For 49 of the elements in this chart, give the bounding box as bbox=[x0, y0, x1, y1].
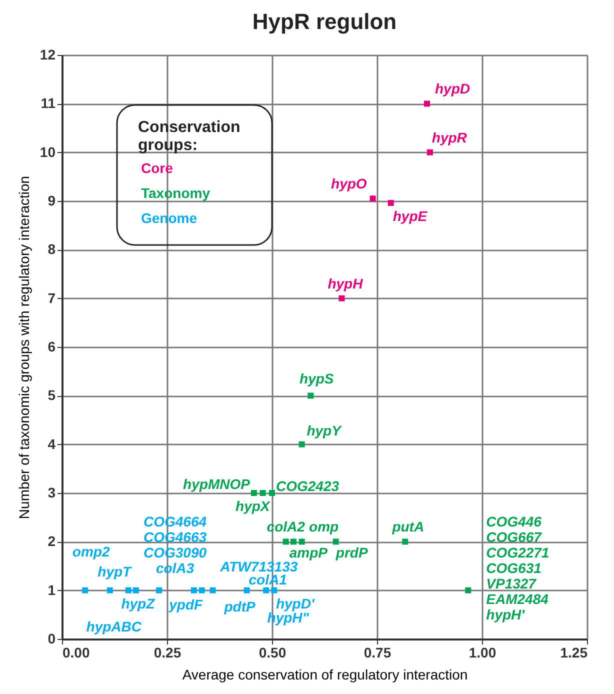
y-axis-title: Number of taxonomic groups with regulatory interaction bbox=[16, 176, 32, 520]
data-label: hypX bbox=[236, 498, 272, 514]
data-label: hypD' bbox=[276, 595, 315, 612]
y-tick-label: 9 bbox=[48, 192, 56, 208]
data-label: COG446 COG667 COG2271 COG631 VP1327 EAM2484 hypH' bbox=[486, 513, 550, 622]
data-label: hypT bbox=[98, 563, 133, 580]
y-tick-label: 11 bbox=[40, 95, 56, 112]
data-label: ypdF bbox=[168, 596, 204, 612]
y-tick-label: 5 bbox=[48, 387, 56, 404]
data-label: hypS bbox=[300, 370, 334, 387]
data-label: hypZ bbox=[121, 595, 156, 612]
data-label: hypO bbox=[331, 176, 367, 192]
data-label: hypMNOP bbox=[183, 476, 251, 492]
data-label: COG2423 bbox=[276, 478, 340, 494]
data-label: hypH bbox=[328, 275, 364, 292]
y-tick-label: 6 bbox=[48, 338, 56, 354]
x-tick-label: 0.50 bbox=[258, 644, 286, 660]
y-tick-label: 1 bbox=[48, 582, 56, 598]
data-label: ampP bbox=[289, 544, 328, 561]
data-label: omp bbox=[309, 518, 340, 535]
text: Core bbox=[141, 160, 174, 176]
data-label: hypR bbox=[432, 129, 468, 146]
data-label: COG4664 COG4663 COG3090 colA3 bbox=[143, 513, 207, 576]
data-label: hypABC bbox=[86, 618, 142, 634]
data-label: omp2 bbox=[72, 543, 110, 560]
x-axis-title: Average conservation of regulatory interaction bbox=[182, 666, 468, 682]
y-tick-label: 12 bbox=[40, 46, 56, 62]
y-tick-label: 8 bbox=[48, 241, 56, 258]
data-label: pdtP bbox=[223, 598, 256, 614]
data-label: hypE bbox=[392, 208, 428, 224]
y-tick-label: 3 bbox=[48, 484, 56, 500]
x-tick-label: 1.00 bbox=[468, 644, 496, 660]
y-tick-label: 4 bbox=[48, 436, 56, 452]
text: Taxonomy bbox=[141, 185, 210, 201]
text: Genome bbox=[141, 210, 198, 226]
data-label: prdP bbox=[334, 544, 368, 561]
x-tick-label: 0.75 bbox=[364, 644, 392, 660]
y-tick-label: 7 bbox=[48, 290, 56, 306]
y-tick-label: 0 bbox=[48, 630, 56, 646]
y-tick-label: 2 bbox=[48, 533, 56, 550]
chart-title: HypR regulon bbox=[252, 9, 397, 34]
data-label: putA bbox=[391, 518, 424, 535]
data-label: hypD bbox=[434, 80, 470, 97]
x-tick-label: 0.00 bbox=[62, 644, 90, 660]
data-label: hypY bbox=[306, 422, 343, 438]
y-tick-label: 10 bbox=[40, 144, 56, 160]
x-tick-label: 1.25 bbox=[560, 644, 588, 660]
x-tick-label: 0.25 bbox=[154, 644, 182, 660]
data-label: colA2 bbox=[266, 518, 306, 535]
